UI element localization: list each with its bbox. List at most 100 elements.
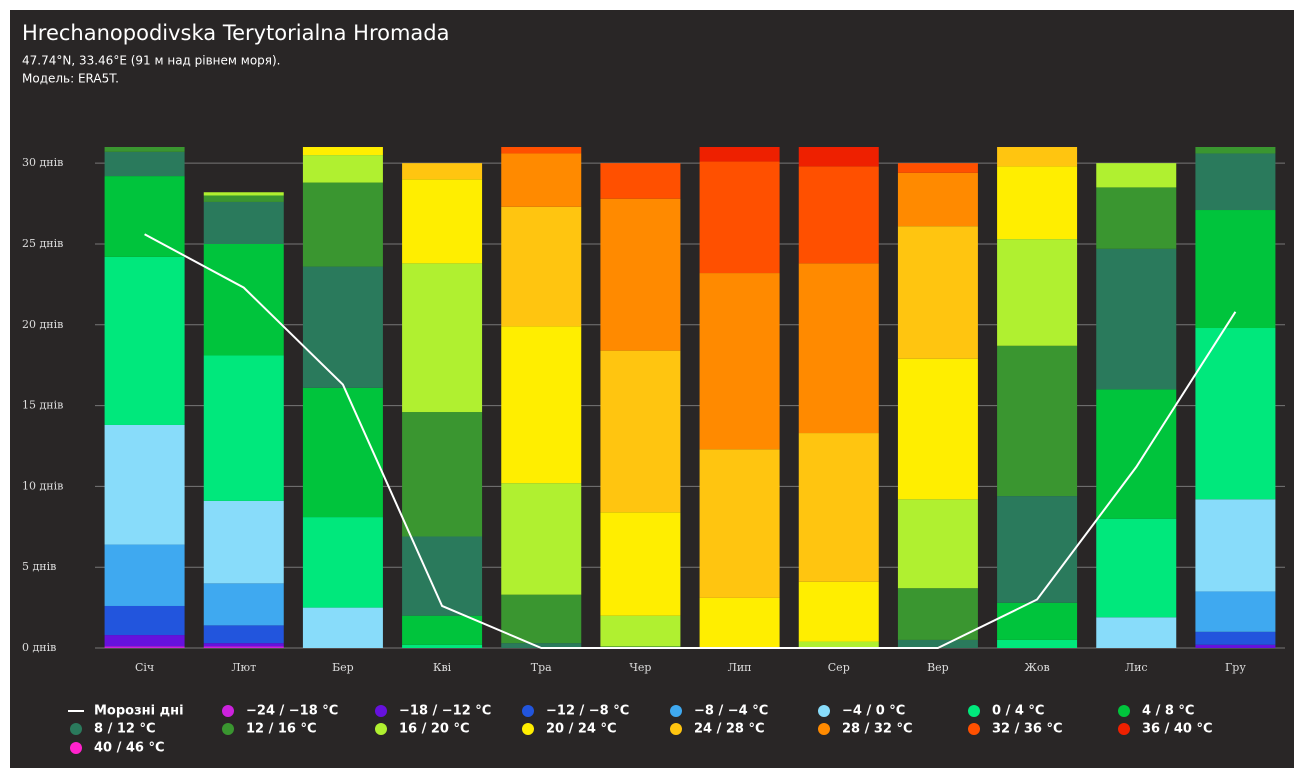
legend-label: −12 / −8 °C (546, 704, 629, 719)
bar-segment (699, 273, 780, 450)
bar-segment (203, 355, 284, 501)
bar-segment (104, 176, 185, 257)
frost-line (144, 233, 1237, 649)
bar-segment (997, 345, 1078, 497)
bar-segment (600, 350, 681, 513)
bar-segment (104, 544, 185, 606)
bar-segment (1096, 617, 1177, 648)
bar-segment (402, 263, 483, 413)
legend-marker (222, 723, 234, 735)
subtitle: Модель: ERA5T. (22, 72, 119, 86)
subtitle: 47.74°N, 33.46°E (91 м над рівнем моря). (22, 54, 281, 68)
bar-segment (501, 206, 582, 327)
bar-segment (203, 192, 284, 196)
bar-segment (798, 147, 879, 167)
bar-segment (501, 594, 582, 644)
legend-label: 20 / 24 °C (546, 722, 617, 737)
bar-segment (1096, 248, 1177, 390)
x-tick-label: Лип (728, 661, 752, 674)
legend-label: 36 / 40 °C (1142, 722, 1213, 737)
legend-marker (670, 723, 682, 735)
bar-segment (600, 615, 681, 647)
legend-marker (375, 705, 387, 717)
bar-segment (203, 643, 284, 647)
legend-label: 12 / 16 °C (246, 722, 317, 737)
legend-marker (818, 723, 830, 735)
bar-segment (302, 155, 383, 183)
legend-label: 24 / 28 °C (694, 722, 765, 737)
legend-label: 40 / 46 °C (94, 741, 165, 756)
bar-segment (600, 512, 681, 616)
bar-segment (1195, 147, 1276, 154)
bar-segment (997, 602, 1078, 640)
legend-marker (670, 705, 682, 717)
bar-segment (302, 607, 383, 648)
bar-segment (1096, 518, 1177, 618)
legend-marker (818, 705, 830, 717)
legend-label: 28 / 32 °C (842, 722, 913, 737)
bar-segment (997, 147, 1078, 167)
bar-segment (104, 151, 185, 177)
x-tick-label: Кві (433, 661, 452, 674)
legend-label: −18 / −12 °C (399, 704, 491, 719)
bar-segment (699, 597, 780, 648)
bar-segment (798, 433, 879, 582)
bar-segment (302, 387, 383, 518)
bar-segment (501, 643, 582, 648)
bar-segment (402, 163, 483, 180)
x-tick-label: Лют (231, 661, 256, 674)
bar-segment (1195, 591, 1276, 632)
x-tick-label: Чер (629, 661, 651, 674)
legend-marker (968, 705, 980, 717)
y-tick-label: 10 днів (22, 479, 63, 492)
bar-segment (1096, 163, 1177, 188)
bar-segment (798, 263, 879, 434)
bar-segment (997, 239, 1078, 346)
bar-segment (699, 449, 780, 598)
x-tick-label: Січ (135, 661, 154, 674)
legend-label: 32 / 36 °C (992, 722, 1063, 737)
bar-segment (104, 605, 185, 636)
bar-segment (1195, 328, 1276, 500)
legend-marker (375, 723, 387, 735)
bar-segment (302, 517, 383, 608)
bar-segment (1096, 187, 1177, 249)
x-tick-label: Сер (828, 661, 850, 674)
bar-segment (1195, 631, 1276, 645)
bar-segment (897, 172, 978, 227)
bar-segment (600, 163, 681, 199)
bar-segment (302, 147, 383, 156)
legend-label: 4 / 8 °C (1142, 704, 1194, 719)
bar-segment (897, 499, 978, 589)
bar-segment (203, 243, 284, 356)
bar-segment (1195, 499, 1276, 592)
bar-segment (104, 424, 185, 545)
bar-segment (997, 166, 1078, 240)
legend-marker (70, 723, 82, 735)
bar-segment (402, 412, 483, 537)
bar-segment (1195, 153, 1276, 211)
bar-segment (501, 153, 582, 207)
bar-segment (501, 147, 582, 154)
bar-segment (302, 182, 383, 267)
y-tick-label: 15 днів (22, 399, 63, 412)
bar-segment (402, 536, 483, 616)
legend-marker (968, 723, 980, 735)
bar-segment (402, 179, 483, 264)
legend-marker (1118, 723, 1130, 735)
legend-marker (522, 705, 534, 717)
bar-segment (600, 198, 681, 351)
bar-segment (798, 641, 879, 648)
bar-segment (104, 646, 185, 648)
bar-segment (104, 635, 185, 647)
x-tick-label: Вер (927, 661, 949, 674)
bar-segment (1096, 389, 1177, 519)
bar-segment (104, 256, 185, 425)
x-tick-label: Бер (332, 661, 354, 674)
bar-segment (501, 326, 582, 484)
legend-label: −4 / 0 °C (842, 704, 905, 719)
bar-segment (104, 147, 185, 152)
legend-label: −24 / −18 °C (246, 704, 338, 719)
legend-label: 16 / 20 °C (399, 722, 470, 737)
